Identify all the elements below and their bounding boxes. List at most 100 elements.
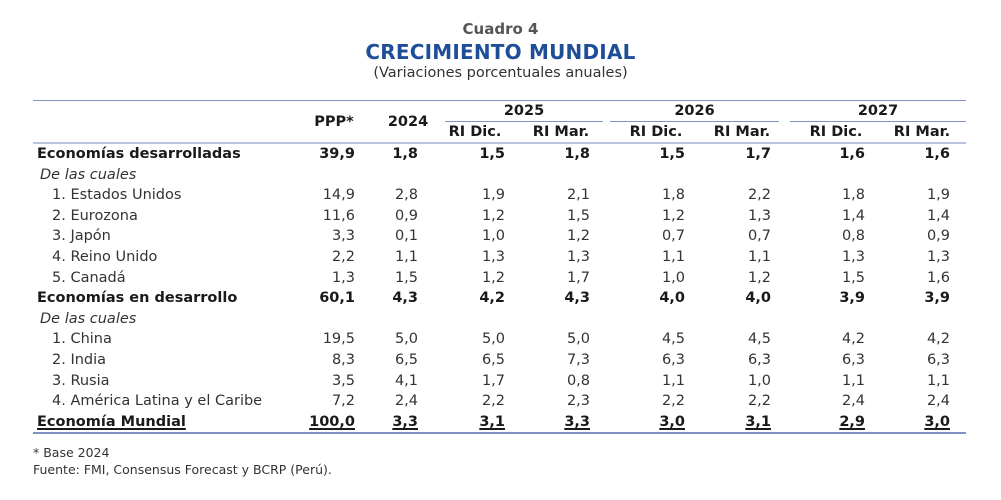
row-label: 5. Canadá [52, 269, 126, 286]
column-header-ppp: PPP* [314, 114, 354, 130]
table-cell: 1,1 [747, 249, 771, 265]
table-cell: 2,4 [926, 393, 950, 410]
table-cell: 4,0 [745, 290, 771, 307]
table-cell: 5,0 [394, 331, 418, 348]
table-cell: 1,3 [841, 249, 865, 265]
table-cell: 3,1 [745, 413, 771, 430]
table-cell: 0,9 [394, 207, 418, 224]
table-cell: 2,8 [394, 187, 418, 204]
table-cell: 0,8 [841, 228, 865, 245]
table-cell: 1,6 [924, 146, 950, 162]
table-cell: 1,1 [661, 372, 685, 389]
table-cell: 4,3 [564, 290, 590, 307]
column-subheader: RI Mar. [713, 124, 771, 140]
row-label: 2. India [52, 352, 107, 368]
table-cell: 0,1 [394, 228, 418, 245]
table-cell: 6,5 [481, 352, 505, 368]
footnote-base: * Base 2024 [33, 445, 110, 460]
table-cell: 1,0 [481, 228, 505, 245]
table-cell: 11,6 [322, 207, 355, 224]
table-cell: 6,5 [394, 352, 418, 368]
table-cell: 1,4 [926, 207, 950, 224]
table-cell: 1,3 [331, 269, 355, 286]
table-cell: 2,2 [661, 393, 685, 410]
column-subheader: RI Dic. [629, 124, 683, 140]
table-cell: 1,9 [481, 187, 505, 204]
table-cell: 0,9 [926, 228, 950, 245]
table-subtitle: (Variaciones porcentuales anuales) [373, 65, 628, 81]
table-cell: 0,7 [747, 228, 771, 245]
table-cell: 1,2 [566, 228, 590, 245]
table-cell: 4,0 [659, 290, 685, 307]
table-cell: 5,0 [566, 331, 590, 348]
column-group-year: 2026 [674, 103, 715, 119]
row-label: 4. Reino Unido [52, 249, 158, 265]
table-cell: 4,2 [841, 331, 865, 348]
table-cell: 1,2 [747, 269, 771, 286]
table-cell: 1,8 [661, 187, 685, 204]
table-cell: 1,5 [394, 269, 418, 286]
table-cell: 1,3 [566, 249, 590, 265]
table-cell: 1,8 [841, 187, 865, 204]
table-cell: 4,1 [394, 372, 418, 389]
table-cell: 2,2 [481, 393, 505, 410]
table-cell: 1,4 [841, 207, 865, 224]
table-cell: 1,8 [392, 146, 418, 162]
table-cell: 100,0 [309, 413, 355, 430]
header-bottom-rule [33, 142, 966, 144]
row-label: 1. China [52, 331, 112, 348]
column-subheader: RI Dic. [448, 124, 502, 140]
table-cell: 39,9 [319, 146, 355, 162]
table-cell: 1,5 [659, 146, 685, 162]
table-cell: 1,1 [926, 372, 950, 389]
row-label: Economías en desarrollo [37, 290, 238, 307]
column-header-2024: 2024 [387, 114, 429, 130]
table-cell: 4,5 [747, 331, 771, 348]
table-label: Cuadro 4 [462, 20, 539, 38]
table-cell: 2,2 [331, 249, 355, 265]
table-cell: 3,1 [479, 413, 505, 430]
table-cell: 1,1 [841, 372, 865, 389]
table-cell: 3,5 [331, 372, 355, 389]
table-cell: 1,6 [839, 146, 865, 162]
table-cell: 2,2 [747, 393, 771, 410]
table-cell: 3,3 [392, 413, 418, 430]
table-cell: 1,7 [566, 269, 590, 286]
table-cell: 1,3 [926, 249, 950, 265]
group-underline [790, 121, 966, 122]
table-cell: 5,0 [481, 331, 505, 348]
table-cell: 4,5 [661, 331, 685, 348]
row-label: Economías desarrolladas [37, 146, 241, 162]
table-cell: 1,1 [661, 249, 685, 265]
table-cell: 8,3 [331, 352, 355, 368]
table-cell: 3,3 [331, 228, 355, 245]
row-label: 1. Estados Unidos [52, 187, 182, 204]
table-cell: 2,9 [839, 413, 865, 430]
table-cell: 1,8 [564, 146, 590, 162]
table-cell: 1,9 [926, 187, 950, 204]
table-cell: 4,3 [392, 290, 418, 307]
top-rule [33, 100, 966, 101]
table-cell: 1,0 [747, 372, 771, 389]
group-underline [445, 121, 603, 122]
table-cell: 1,5 [479, 146, 505, 162]
row-label: 3. Japón [52, 228, 111, 245]
table-cell: 2,2 [747, 187, 771, 204]
table-cell: 2,1 [566, 187, 590, 204]
table-cell: 6,3 [661, 352, 685, 368]
table-cell: 1,5 [841, 269, 865, 286]
row-label: De las cuales [40, 166, 137, 183]
column-group-year: 2027 [857, 103, 899, 119]
table-cell: 0,7 [661, 228, 685, 245]
table-cell: 3,3 [564, 413, 590, 430]
table-cell: 60,1 [319, 290, 355, 307]
table-cell: 3,0 [659, 413, 685, 430]
column-subheader: RI Mar. [532, 124, 590, 140]
group-underline [610, 121, 779, 122]
column-subheader: RI Dic. [809, 124, 863, 140]
table-cell: 4,2 [479, 290, 505, 307]
table-cell: 2,4 [841, 393, 865, 410]
table-cell: 19,5 [322, 331, 355, 348]
table-cell: 1,3 [747, 207, 771, 224]
table-cell: 1,2 [481, 207, 505, 224]
